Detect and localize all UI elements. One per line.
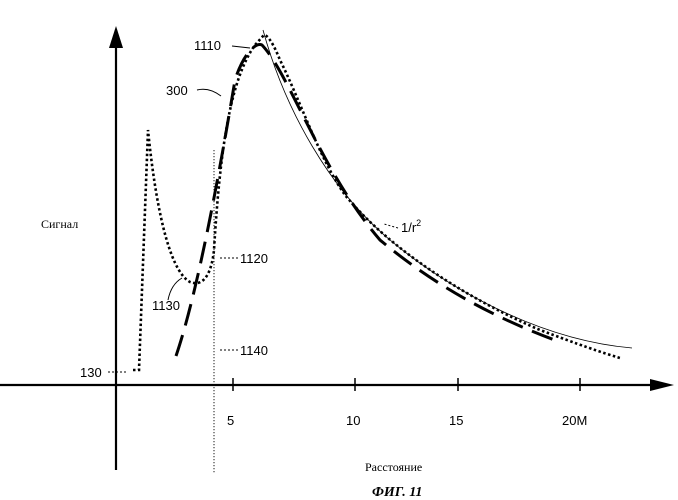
label-1120: 1120 bbox=[240, 251, 268, 266]
series-1110 bbox=[133, 35, 620, 370]
label-1130: 1130 bbox=[152, 298, 180, 313]
leader-1110 bbox=[232, 46, 250, 48]
x-tick-label-15: 15 bbox=[449, 413, 463, 428]
label-130: 130 bbox=[80, 365, 102, 380]
x-tick-label-5: 5 bbox=[227, 413, 234, 428]
y-axis-label: Сигнал bbox=[41, 217, 78, 231]
label-inverse-square: 1/r2 bbox=[401, 218, 421, 235]
label-inverse-square-base: 1/r bbox=[401, 220, 417, 235]
label-1110: 1110 bbox=[194, 38, 221, 53]
x-tick-label-20: 20M bbox=[562, 413, 587, 428]
x-tick-label-10: 10 bbox=[346, 413, 360, 428]
label-1140: 1140 bbox=[240, 343, 268, 358]
leader-inverse-square bbox=[384, 224, 398, 228]
series-inverse-square bbox=[263, 30, 632, 348]
label-inverse-square-sup: 2 bbox=[416, 218, 421, 228]
y-axis-arrow-icon bbox=[109, 26, 123, 48]
label-300: 300 bbox=[166, 83, 188, 98]
x-axis-arrow-icon bbox=[650, 379, 674, 391]
leader-1130 bbox=[168, 278, 182, 300]
x-axis-label: Расстояние bbox=[365, 460, 422, 474]
leader-300 bbox=[197, 89, 221, 96]
series-300 bbox=[176, 45, 560, 356]
figure-caption: ФИГ. 11 bbox=[372, 485, 422, 500]
